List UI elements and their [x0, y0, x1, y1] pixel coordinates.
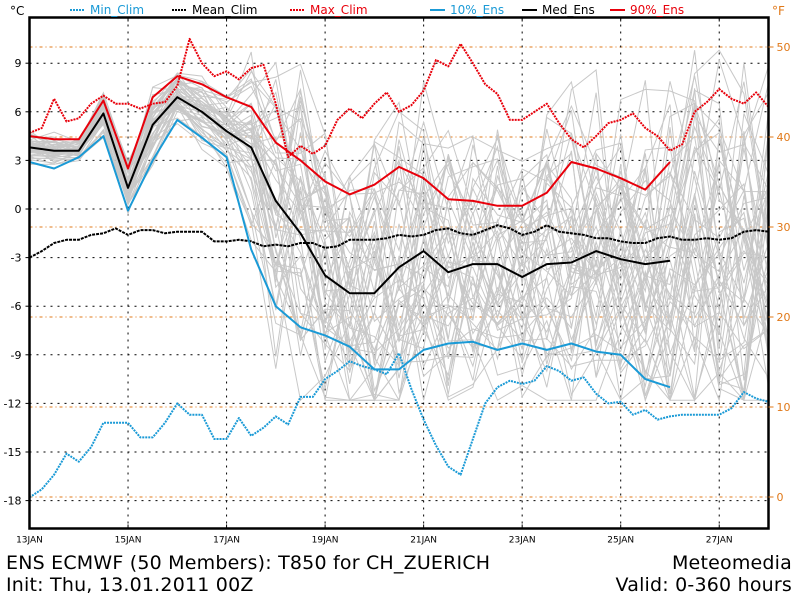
series-90-ens — [29, 75, 671, 207]
y-tick-label-f: 50 — [777, 41, 791, 54]
x-tick-label: 19JAN — [312, 536, 339, 546]
legend-label: Med_Ens — [542, 3, 595, 17]
y-tick-label-c: 0 — [15, 203, 22, 216]
ensemble-member-line — [29, 78, 769, 350]
x-tick-label: 25JAN — [607, 536, 634, 546]
ensemble-member-line — [29, 51, 769, 307]
y-tick-label-c: -15 — [4, 446, 22, 459]
y-tick-label-f: 0 — [777, 491, 784, 504]
series-10-ens — [29, 118, 671, 389]
x-tick-label: 15JAN — [115, 536, 142, 546]
x-tick-label: 23JAN — [509, 536, 536, 546]
y-tick-label-c: 3 — [15, 154, 22, 167]
y-tick-label-c: -12 — [4, 397, 22, 410]
chart-title: ENS ECMWF (50 Members): T850 for CH_ZUER… — [6, 552, 491, 574]
legend-label: Mean_Clim — [192, 3, 257, 17]
ensemble-member-line — [29, 97, 769, 402]
ensemble-member-line — [29, 83, 769, 328]
series-layer — [28, 37, 770, 499]
legend-label: 90%_Ens — [630, 3, 684, 17]
legend: Min_Clim Mean_Clim Max_Clim 10%_Ens Med_Ens 9… — [70, 3, 684, 17]
x-tick-label: 21JAN — [410, 536, 437, 546]
ensemble-member-line — [29, 82, 769, 366]
x-tick-label: 13JAN — [16, 536, 43, 546]
series-min-clim — [28, 352, 769, 499]
y-tick-label-c: -3 — [11, 252, 22, 265]
y-tick-label-c: -6 — [11, 300, 22, 313]
series-max-clim — [29, 37, 770, 159]
plot-frame — [28, 16, 770, 530]
series-mean-clim — [29, 224, 769, 259]
legend-label: Max_Clim — [310, 3, 368, 17]
ensemble-member-line — [29, 50, 769, 323]
ensemble-member-line — [29, 66, 769, 301]
y-tick-label-c: -18 — [4, 495, 22, 508]
legend-label: Min_Clim — [90, 3, 144, 17]
ensemble-members — [29, 49, 769, 403]
y-tick-label-c: -9 — [11, 349, 22, 362]
valid-range: Valid: 0-360 hours — [615, 574, 792, 596]
ensemble-member-line — [29, 83, 769, 377]
ensemble-member-line — [29, 104, 769, 403]
ensemble-member-line — [29, 75, 769, 312]
y-tick-label-f: 30 — [777, 221, 791, 234]
init-time: Init: Thu, 13.01.2011 00Z — [6, 574, 254, 596]
legend-label: 10%_Ens — [450, 3, 504, 17]
series-med-ens — [29, 96, 671, 295]
ensemble-member-line — [29, 59, 769, 328]
ensemble-member-line — [29, 82, 769, 331]
y-tick-label-f: 10 — [777, 401, 791, 414]
credit: Meteomedia — [671, 552, 792, 574]
x-tick-label: 27JAN — [706, 536, 733, 546]
ensemble-member-line — [29, 49, 769, 303]
ensemble-member-line — [29, 86, 769, 343]
y-tick-label-c: 9 — [15, 57, 22, 70]
x-tick-label: 17JAN — [213, 536, 240, 546]
ensemble-member-line — [29, 94, 769, 363]
y-tick-label-c: 6 — [15, 106, 22, 119]
ensemble-member-line — [29, 106, 769, 402]
ensemble-member-line — [29, 92, 769, 373]
y-tick-label-f: 20 — [777, 311, 791, 324]
y-unit-left: °C — [10, 4, 24, 18]
y-unit-right: °F — [772, 4, 785, 18]
y-tick-label-f: 40 — [777, 131, 791, 144]
